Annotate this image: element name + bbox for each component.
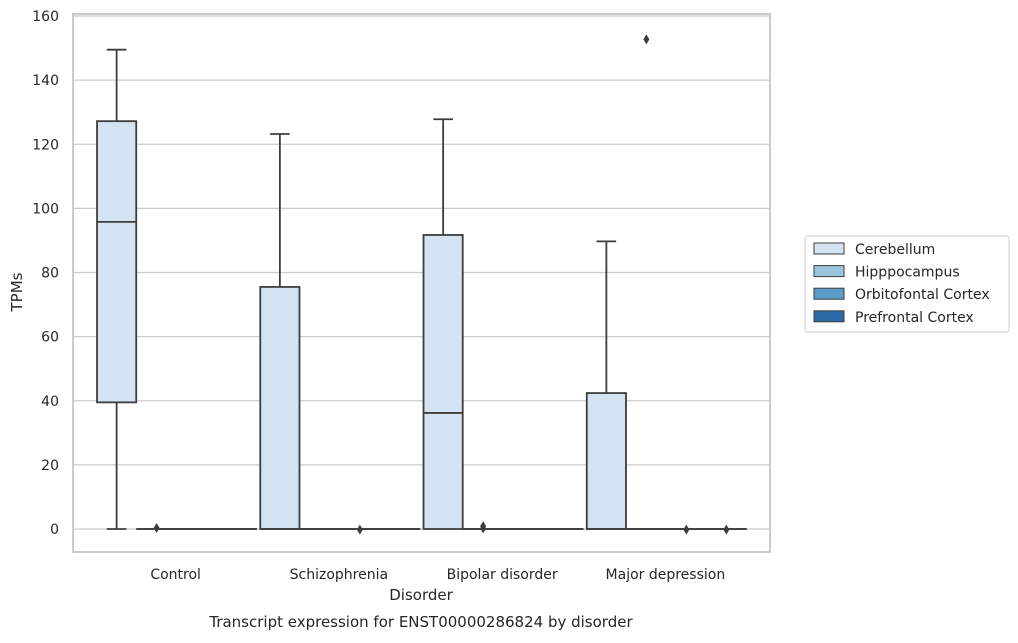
y-tick-label: 0 [50,522,59,538]
x-tick-label: Control [150,567,201,583]
y-tick-label: 60 [41,330,59,346]
y-tick-label: 40 [41,394,59,410]
x-tick-labels: Control Schizophrenia Bipolar disorder Majo… [150,567,725,583]
box-orbitofontal-cortex [340,525,379,535]
box-prefrontal-cortex [707,525,746,535]
y-tick-label: 20 [41,458,59,474]
box-cerebellum [587,241,626,529]
box-hipppocampus [137,523,176,533]
box-cerebellum [424,119,463,529]
box-body [97,121,136,402]
legend-swatch [814,266,844,277]
box-cerebellum [260,134,299,529]
legend-label: Hipppocampus [855,265,960,281]
box-body [424,235,463,529]
legend-label: Cerebellum [855,242,935,258]
outlier-point [357,525,363,535]
y-tick-label: 140 [32,73,59,89]
y-tick-labels: 0 20 40 60 80 100 120 140 160 [32,9,59,538]
y-tick-label: 120 [32,137,59,153]
legend: Cerebellum Hipppocampus Orbitofontal Corte… [805,236,1009,332]
x-axis-label: Disorder [389,586,453,604]
legend-label: Orbitofontal Cortex [855,287,990,303]
plot-frame [73,14,770,552]
box-hipppocampus [627,34,666,529]
y-axis-label: TPMs [8,272,26,312]
outlier-point [723,525,729,535]
legend-swatch [814,243,844,254]
box-hipppocampus [464,521,503,533]
outlier-point [643,34,649,44]
box-body [587,393,626,529]
legend-swatch [814,311,844,322]
x-tick-label: Major depression [606,567,726,583]
box-cerebellum [97,50,136,529]
y-gridlines [73,16,770,529]
outlier-point [683,525,689,535]
y-tick-label: 80 [41,266,59,282]
y-tick-label: 100 [32,201,59,217]
y-tick-label: 160 [32,9,59,25]
box-body [260,287,299,529]
box-orbitofontal-cortex [667,525,706,535]
chart-title: Transcript expression for ENST0000028682… [208,613,633,631]
x-tick-label: Schizophrenia [290,567,388,583]
box-groups [97,34,746,534]
outlier-point [154,523,160,533]
legend-swatch [814,288,844,299]
legend-label: Prefrontal Cortex [855,310,974,326]
x-tick-label: Bipolar disorder [447,567,558,583]
